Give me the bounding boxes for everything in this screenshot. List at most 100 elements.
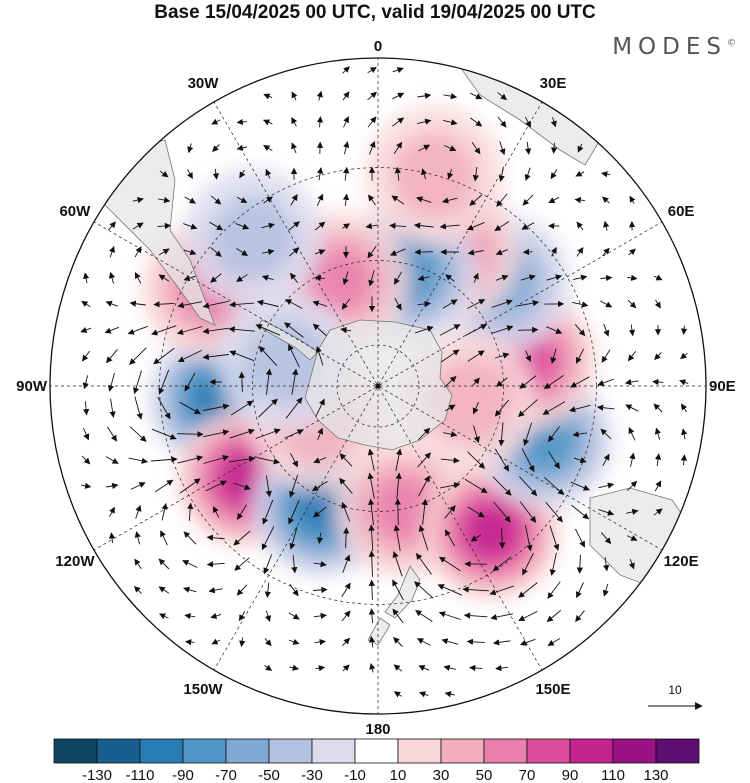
wind-vector bbox=[498, 166, 505, 182]
wind-vector bbox=[417, 452, 431, 468]
wind-vector bbox=[236, 196, 248, 204]
vector-reference-key: 10 bbox=[648, 683, 703, 710]
wind-vector bbox=[105, 456, 119, 464]
wind-vector bbox=[129, 300, 146, 307]
wind-vector bbox=[183, 223, 198, 230]
wind-vector bbox=[317, 427, 324, 440]
colorbar-tick-label: 110 bbox=[601, 767, 625, 783]
wind-vector bbox=[394, 297, 402, 311]
latitude-circle bbox=[252, 260, 504, 512]
wind-vector bbox=[600, 428, 612, 440]
wind-vector bbox=[418, 524, 429, 551]
wind-vector bbox=[203, 429, 230, 438]
wind-vector bbox=[311, 480, 328, 492]
wind-vector bbox=[628, 324, 636, 337]
wind-vector bbox=[367, 116, 377, 128]
anomaly-contour bbox=[210, 194, 296, 280]
wind-vector bbox=[263, 554, 273, 575]
wind-vector bbox=[368, 524, 375, 552]
wind-vector bbox=[316, 532, 324, 544]
colorbar-swatch bbox=[483, 738, 528, 764]
longitude-label: 0 bbox=[374, 38, 382, 55]
wind-vector bbox=[576, 554, 583, 574]
wind-vector bbox=[340, 326, 352, 334]
colorbar-swatch bbox=[182, 738, 227, 764]
wind-vector bbox=[134, 531, 141, 545]
wind-vector bbox=[625, 404, 639, 412]
wind-vector bbox=[472, 402, 480, 415]
wind-vector bbox=[313, 560, 327, 568]
wind-vector bbox=[228, 326, 255, 333]
wind-vector bbox=[440, 457, 460, 464]
wind-vector bbox=[472, 272, 479, 283]
wind-vector bbox=[210, 273, 222, 283]
longitude-label: 120E bbox=[664, 553, 699, 570]
wind-vector bbox=[134, 246, 142, 258]
wind-vector bbox=[177, 349, 202, 363]
wind-vector bbox=[339, 477, 353, 494]
colorbar-tick-label: -70 bbox=[215, 767, 237, 783]
wind-vector bbox=[341, 610, 351, 622]
wind-vector bbox=[465, 324, 488, 336]
wind-vector bbox=[494, 448, 510, 472]
wind-vector bbox=[153, 347, 175, 365]
wind-vector bbox=[229, 428, 255, 439]
wind-vector bbox=[573, 457, 587, 464]
wind-vector bbox=[229, 301, 255, 308]
wind-vector bbox=[598, 509, 615, 516]
wind-vector bbox=[176, 431, 204, 438]
wind-vector bbox=[550, 169, 558, 180]
colorbar-swatch bbox=[225, 738, 270, 764]
wind-vector bbox=[289, 664, 300, 671]
wind-vector bbox=[463, 612, 488, 619]
wind-vector bbox=[261, 526, 275, 551]
longitude-label: 90E bbox=[709, 378, 736, 395]
wind-vector bbox=[444, 505, 456, 519]
wind-vector bbox=[575, 170, 585, 177]
colorbar-swatch bbox=[354, 738, 399, 764]
wind-vector bbox=[467, 506, 485, 518]
map-title: Base 15/04/2025 00 UTC, valid 19/04/2025… bbox=[154, 2, 596, 23]
wind-vector bbox=[368, 194, 376, 206]
wind-vector bbox=[160, 530, 168, 546]
longitude-label: 30W bbox=[188, 75, 220, 92]
wind-vector bbox=[158, 558, 170, 570]
colorbar-swatch bbox=[526, 738, 571, 764]
wind-vector bbox=[524, 525, 533, 552]
wind-vector bbox=[518, 476, 538, 497]
wind-vector bbox=[494, 352, 510, 359]
wind-vector bbox=[421, 498, 428, 525]
wind-vector bbox=[186, 169, 193, 180]
wind-vector bbox=[342, 637, 351, 647]
wind-vector bbox=[575, 610, 585, 622]
wind-vector bbox=[367, 66, 377, 74]
wind-vector bbox=[626, 480, 638, 492]
wind-vector bbox=[519, 501, 537, 523]
wind-vector bbox=[81, 455, 91, 465]
wind-vector bbox=[601, 171, 611, 178]
wind-vector bbox=[288, 612, 300, 620]
wind-vector bbox=[602, 583, 609, 597]
wind-vector bbox=[258, 398, 278, 418]
wind-vector bbox=[521, 448, 535, 473]
meridian-line bbox=[378, 101, 543, 385]
map-boundary-circle bbox=[49, 57, 707, 715]
wind-vector bbox=[288, 221, 300, 231]
wind-vector bbox=[518, 326, 539, 334]
anomaly-contour bbox=[425, 359, 511, 445]
wind-vector bbox=[394, 166, 401, 181]
wind-vector bbox=[550, 117, 557, 128]
wind-vector bbox=[159, 170, 169, 178]
south-pole-dot bbox=[375, 383, 381, 389]
wind-vector bbox=[342, 66, 350, 74]
wind-vector bbox=[600, 300, 613, 308]
wind-vector bbox=[290, 194, 298, 206]
wind-vector bbox=[654, 480, 662, 492]
wind-vector bbox=[262, 248, 275, 256]
wind-vector bbox=[159, 613, 169, 620]
longitude-labels: 0 30E 60E 90E 120E 150E 180 150W 120W 90W 60W 30W bbox=[16, 38, 736, 738]
wind-vector bbox=[256, 299, 279, 307]
wind-vector bbox=[81, 300, 91, 308]
wind-vector bbox=[316, 116, 324, 128]
